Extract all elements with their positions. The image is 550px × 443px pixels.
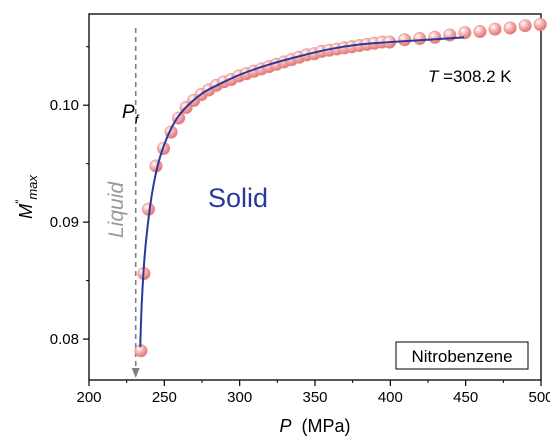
legend-text: Nitrobenzene [411, 347, 512, 366]
pf-subscript: f [135, 112, 140, 127]
pf-arrow-head [131, 368, 140, 378]
x-tick-label: 300 [227, 389, 252, 406]
y-axis-superscript: ″ [13, 199, 27, 204]
x-axis-unit: (MPa) [302, 416, 351, 436]
temperature-value: =308.2 K [438, 67, 512, 86]
x-axis-symbol: P [279, 416, 291, 436]
x-tick-label: 500 [528, 389, 550, 406]
solid-label: Solid [208, 183, 268, 213]
y-tick-label: 0.08 [50, 331, 79, 348]
y-axis-title: M″max [13, 175, 40, 219]
y-tick-label: 0.09 [50, 214, 79, 231]
x-tick-label: 350 [302, 389, 327, 406]
pf-symbol: P [122, 102, 135, 123]
data-point [518, 19, 532, 33]
legend-box [395, 341, 529, 370]
pf-line-group [131, 28, 140, 378]
liquid-label: Liquid [105, 181, 128, 238]
y-axis-subscript: max [25, 175, 40, 200]
data-point [398, 33, 412, 47]
x-axis-title: P (MPa) [279, 416, 350, 436]
y-tick-label: 0.10 [50, 97, 79, 114]
pf-label: Pf [122, 102, 140, 127]
data-point [428, 30, 442, 44]
temperature-label: T =308.2 K [428, 67, 512, 86]
data-point [413, 32, 427, 46]
fit-curve [139, 36, 465, 348]
x-tick-label: 200 [76, 389, 101, 406]
data-point [458, 26, 472, 40]
data-point [533, 18, 547, 32]
x-tick-label: 250 [152, 389, 177, 406]
y-axis-ticks: 0.08 0.09 0.10 [50, 46, 89, 348]
data-point [503, 21, 517, 35]
y-axis-symbol: M [16, 204, 36, 219]
x-axis-ticks: 200 250 300 350 400 450 500 [76, 380, 550, 406]
x-tick-label: 450 [453, 389, 478, 406]
data-point [473, 25, 487, 39]
temperature-symbol: T [428, 67, 440, 86]
data-point [488, 22, 502, 36]
x-tick-label: 400 [378, 389, 403, 406]
